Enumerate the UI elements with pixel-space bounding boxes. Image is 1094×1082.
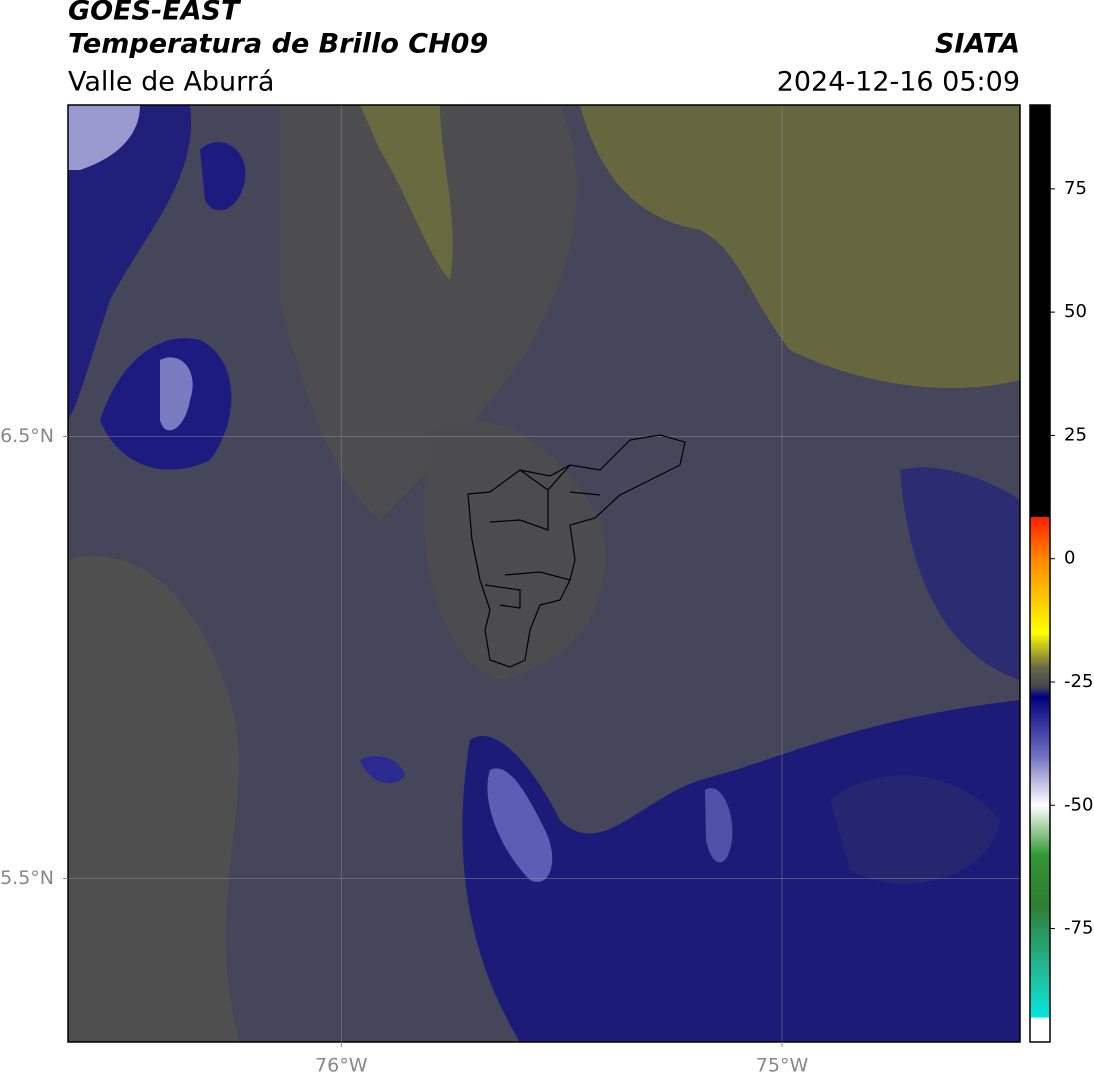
colorbar-tick-label: 50 [1064, 301, 1087, 322]
colorbar-tick-label: 0 [1064, 548, 1075, 569]
colorbar-tick-label: -75 [1064, 918, 1093, 939]
colorbar-tick-label: 25 [1064, 424, 1087, 445]
region: Valle de Aburrá [68, 67, 274, 98]
x-tick-label: 75°W [756, 1055, 809, 1077]
y-tick-label: 5.5°N [0, 867, 54, 889]
colorbar-tick-label: -50 [1064, 794, 1093, 815]
x-tick-label: 76°W [315, 1055, 368, 1077]
municipal-boundaries [467, 434, 686, 668]
datetime: 2024-12-16 05:09 [777, 67, 1020, 98]
map-frame [67, 104, 1021, 1043]
title: GOES-EAST [68, 0, 242, 27]
colorbar-tick-label: -25 [1064, 671, 1093, 692]
subtitle: Temperatura de Brillo CH09 [68, 29, 488, 60]
source: SIATA [935, 29, 1020, 60]
colorbar-tick-label: 75 [1064, 178, 1087, 199]
grid [68, 105, 1020, 1042]
y-tick-label: 6.5°N [0, 425, 54, 447]
colorbar [1029, 104, 1051, 1043]
satellite-image [68, 105, 1020, 1042]
